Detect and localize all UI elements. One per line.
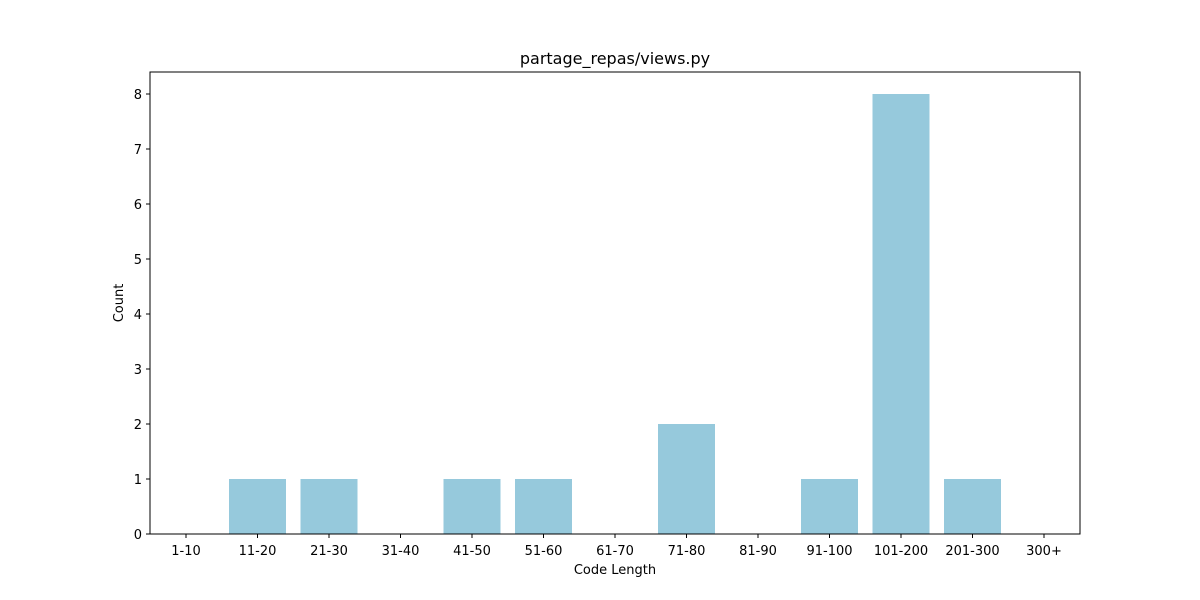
y-axis-label: Count	[112, 284, 127, 323]
y-tick-label: 8	[134, 88, 142, 103]
y-tick-label: 5	[134, 253, 142, 268]
bar-201-300	[944, 479, 1001, 534]
x-tick-label: 1-10	[171, 544, 201, 559]
y-tick-label: 6	[134, 198, 142, 213]
bars-group	[229, 94, 1001, 534]
x-tick-label: 201-300	[945, 544, 999, 559]
bar-51-60	[515, 479, 572, 534]
x-tick-label: 21-30	[310, 544, 348, 559]
chart-title: partage_repas/views.py	[520, 49, 710, 69]
x-tick-label: 11-20	[239, 544, 277, 559]
y-tick-label: 1	[134, 473, 142, 488]
x-tick-label: 81-90	[739, 544, 777, 559]
y-tick-label: 2	[134, 418, 142, 433]
bar-91-100	[801, 479, 858, 534]
x-tick-label: 31-40	[382, 544, 420, 559]
bar-21-30	[300, 479, 358, 534]
bar-11-20	[229, 479, 286, 534]
bar-101-200	[872, 94, 930, 534]
x-tick-label: 91-100	[806, 544, 852, 559]
y-axis: 0 1 2 3 4 5 6 7 8	[134, 88, 150, 543]
x-tick-label: 101-200	[874, 544, 928, 559]
x-tick-label: 61-70	[596, 544, 634, 559]
bar-71-80	[658, 424, 715, 534]
bar-41-50	[443, 479, 501, 534]
x-axis: 1-10 11-20 21-30 31-40 41-50 51-60 61-70 71-80 8…	[171, 534, 1062, 559]
y-tick-label: 0	[134, 528, 142, 543]
x-tick-label: 41-50	[453, 544, 491, 559]
y-tick-label: 3	[134, 363, 142, 378]
x-tick-label: 51-60	[525, 544, 563, 559]
y-tick-label: 4	[134, 308, 142, 323]
x-tick-label: 71-80	[668, 544, 706, 559]
y-tick-label: 7	[134, 143, 142, 158]
x-tick-label: 300+	[1026, 544, 1062, 559]
plot-frame	[149, 71, 1081, 535]
x-axis-label: Code Length	[574, 563, 656, 578]
